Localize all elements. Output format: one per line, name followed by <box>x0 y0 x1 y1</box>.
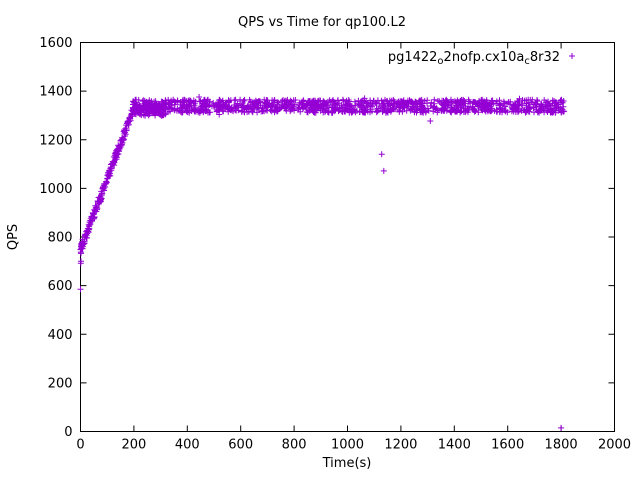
y-tick-label: 1600 <box>39 36 72 51</box>
y-tick-label: 1400 <box>39 85 72 100</box>
y-tick-label: 0 <box>64 425 72 440</box>
y-tick-label: 200 <box>48 376 73 391</box>
y-axis-label: QPS <box>6 224 21 250</box>
x-tick-label: 1600 <box>491 438 524 453</box>
x-tick-label: 400 <box>175 438 200 453</box>
x-tick-label: 1200 <box>384 438 417 453</box>
x-tick-label: 600 <box>228 438 253 453</box>
x-tick-label: 2000 <box>598 438 631 453</box>
x-tick-label: 1400 <box>438 438 471 453</box>
legend: pg1422o2nofp.cx10ac8r32 <box>388 50 575 67</box>
legend-label: pg1422o2nofp.cx10ac8r32 <box>388 50 560 67</box>
legend-marker-icon <box>569 53 575 59</box>
y-tick-label: 800 <box>48 231 73 246</box>
y-tick-label: 600 <box>48 279 73 294</box>
x-tick-label: 0 <box>76 438 84 453</box>
x-axis-label: Time(s) <box>322 456 372 471</box>
x-tick-label: 1000 <box>331 438 364 453</box>
x-tick-label: 200 <box>121 438 146 453</box>
chart-title: QPS vs Time for qp100.L2 <box>238 15 406 30</box>
data-points <box>77 94 568 431</box>
axes: 0 200 400 600 800 1000 1200 1400 1600 1800 2000 0 20… <box>39 36 631 453</box>
y-tick-label: 1200 <box>39 133 72 148</box>
y-tick-label: 1000 <box>39 182 72 197</box>
y-tick-label: 400 <box>48 328 73 343</box>
x-tick-label: 800 <box>282 438 307 453</box>
x-tick-label: 1800 <box>545 438 578 453</box>
